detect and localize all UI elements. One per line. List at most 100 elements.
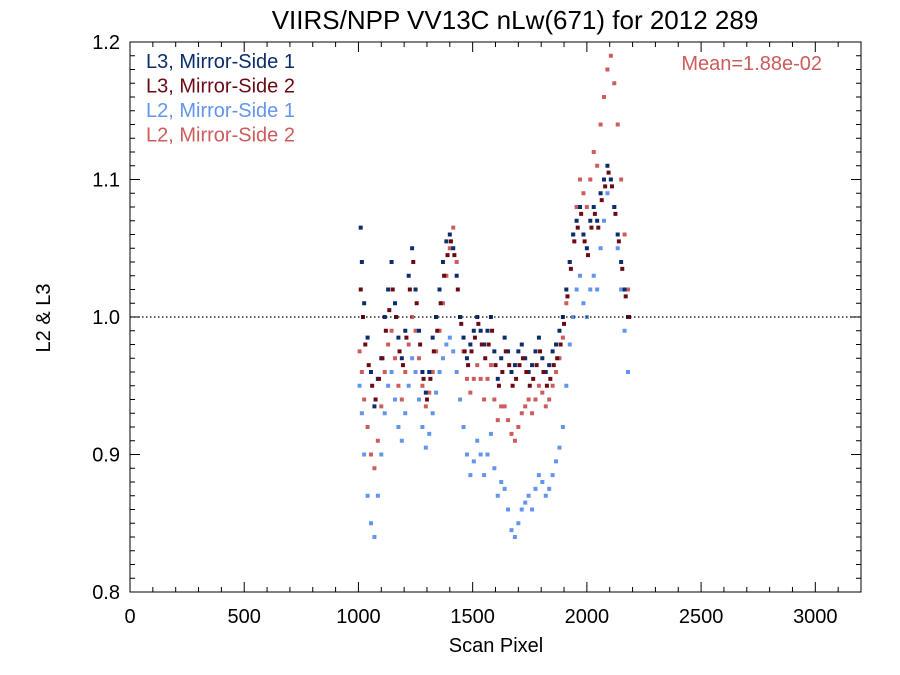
data-point: [598, 246, 603, 251]
data-point: [495, 418, 500, 423]
data-point: [588, 287, 593, 292]
data-point: [396, 335, 401, 340]
data-point: [598, 191, 603, 196]
data-point: [512, 438, 517, 443]
data-point: [365, 335, 370, 340]
y-tick-label: 1.0: [92, 307, 120, 329]
data-point: [547, 486, 552, 491]
data-point: [555, 356, 560, 361]
data-point: [492, 397, 497, 402]
data-point: [567, 342, 572, 347]
data-point: [454, 260, 459, 264]
y-axis-label: L2 & L3: [33, 284, 55, 353]
data-point: [478, 452, 483, 457]
data-point: [527, 383, 532, 388]
data-point: [462, 349, 467, 354]
data-point: [547, 397, 552, 402]
data-point: [554, 459, 559, 464]
data-point: [455, 287, 460, 292]
data-point: [451, 349, 456, 354]
data-point: [403, 328, 408, 333]
data-point: [509, 528, 514, 533]
data-point: [407, 287, 412, 292]
y-axis: 0.8 0.9 1.0 1.1 1.2: [92, 32, 861, 604]
data-point: [502, 404, 507, 409]
legend-entry: L2, Mirror-Side 1: [146, 100, 295, 122]
data-point: [533, 397, 538, 402]
data-point: [471, 459, 476, 464]
x-tick-label: 3000: [793, 606, 838, 628]
data-point: [598, 122, 603, 127]
data-point: [458, 315, 463, 319]
data-point: [608, 177, 613, 182]
data-point: [544, 383, 549, 388]
data-point: [619, 177, 624, 182]
data-point: [369, 370, 374, 374]
data-point: [588, 218, 593, 223]
data-point: [416, 328, 421, 333]
data-point: [615, 122, 620, 127]
data-point: [420, 383, 425, 388]
points-layer: [357, 53, 632, 539]
x-tick-label: 0: [124, 606, 135, 628]
data-point: [488, 431, 493, 436]
data-point: [564, 301, 569, 306]
data-point: [534, 363, 539, 368]
data-point: [437, 328, 442, 333]
y-tick-label: 0.8: [92, 582, 120, 604]
x-tick-label: 2500: [679, 606, 724, 628]
data-point: [547, 363, 552, 368]
data-point: [512, 363, 517, 368]
data-point: [567, 260, 572, 264]
data-point: [416, 397, 421, 402]
data-point: [536, 335, 541, 340]
data-point: [543, 404, 548, 409]
data-point: [366, 363, 371, 368]
data-point: [362, 452, 367, 457]
data-point: [452, 253, 457, 258]
data-point: [581, 191, 586, 196]
data-point: [370, 383, 375, 388]
data-point: [382, 370, 387, 374]
data-point: [606, 170, 611, 175]
y-tick-label: 0.9: [92, 445, 120, 467]
data-point: [418, 342, 423, 347]
data-point: [615, 246, 620, 251]
data-point: [610, 184, 615, 189]
data-point: [574, 205, 579, 209]
data-point: [414, 301, 419, 306]
data-point: [427, 431, 432, 436]
data-point: [359, 370, 364, 374]
data-point: [423, 445, 428, 450]
data-point: [565, 294, 570, 299]
data-point: [482, 473, 487, 478]
data-point: [523, 500, 528, 505]
data-point: [605, 163, 610, 168]
data-point: [613, 211, 618, 216]
data-point: [526, 493, 531, 498]
data-point: [578, 273, 583, 278]
data-point: [485, 328, 490, 333]
data-point: [379, 404, 384, 409]
data-point: [588, 177, 593, 182]
data-point: [464, 452, 469, 457]
data-point: [602, 218, 607, 223]
data-point: [616, 239, 621, 244]
data-point: [509, 431, 514, 436]
data-point: [434, 315, 439, 319]
data-point: [476, 321, 481, 326]
data-point: [571, 315, 576, 319]
data-point: [454, 273, 459, 278]
data-point: [591, 273, 596, 278]
data-point: [540, 356, 545, 361]
data-point: [424, 397, 429, 402]
data-point: [575, 225, 580, 230]
data-point: [363, 342, 368, 347]
data-point: [396, 383, 401, 388]
data-point: [410, 246, 415, 251]
data-point: [579, 211, 584, 216]
data-point: [530, 363, 535, 368]
legend-entry: L2, Mirror-Side 2: [146, 125, 295, 147]
data-point: [612, 205, 617, 209]
data-point: [608, 53, 613, 58]
